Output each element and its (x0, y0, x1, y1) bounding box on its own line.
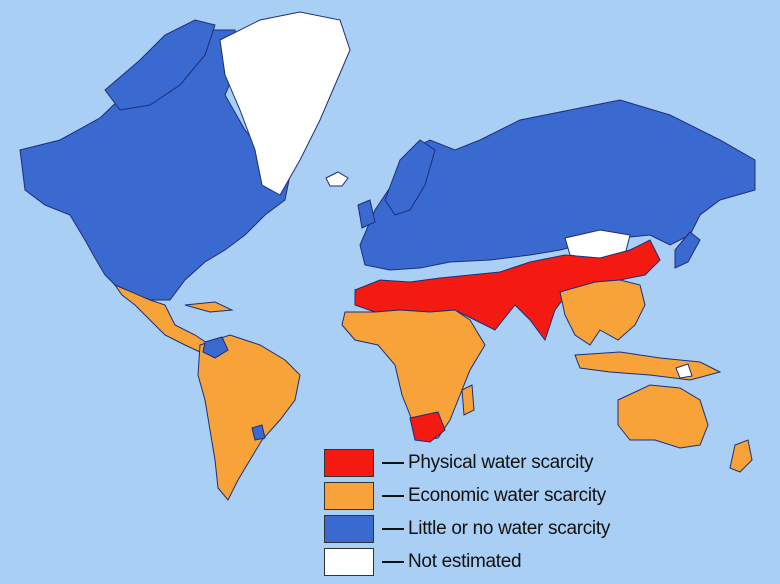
region-eurasia-north (359, 99, 756, 271)
region-iceland (325, 171, 349, 187)
legend-item-physical: Physical water scarcity (324, 446, 644, 479)
region-south-africa (409, 411, 446, 443)
region-new-zealand (729, 439, 753, 473)
legend-label-economic: Economic water scarcity (408, 484, 606, 506)
legend-item-economic: Economic water scarcity (324, 479, 644, 512)
legend-swatch-physical (324, 448, 374, 477)
region-south-america (197, 334, 301, 501)
region-caribbean (184, 301, 234, 313)
legend-swatch-little (324, 514, 374, 543)
region-venezuela (202, 336, 229, 359)
region-arctic-islands (104, 19, 216, 111)
region-australia (617, 384, 709, 449)
legend-swatch-economic (324, 481, 374, 510)
region-north-america (19, 29, 291, 301)
region-madagascar (461, 384, 475, 416)
legend-dash (382, 560, 404, 563)
legend-dash (382, 494, 404, 497)
region-japan (674, 231, 701, 269)
legend-label-little: Little or no water scarcity (408, 517, 611, 539)
region-papua (675, 363, 693, 379)
region-scandinavia (384, 139, 436, 216)
legend-label-physical: Physical water scarcity (408, 451, 594, 473)
legend-dash (382, 527, 404, 530)
legend-item-little: Little or no water scarcity (324, 512, 644, 545)
map-legend: Physical water scarcity Economic water s… (324, 446, 644, 578)
legend-item-not-estimated: Not estimated (324, 545, 644, 578)
region-british-isles (357, 199, 376, 229)
region-uruguay (251, 424, 266, 441)
region-south-asia-east (559, 279, 646, 346)
legend-label-not-estimated: Not estimated (408, 550, 522, 572)
legend-dash (382, 461, 404, 464)
region-greenland (219, 11, 351, 196)
legend-swatch-not-estimated (324, 547, 374, 576)
region-africa (341, 309, 486, 441)
